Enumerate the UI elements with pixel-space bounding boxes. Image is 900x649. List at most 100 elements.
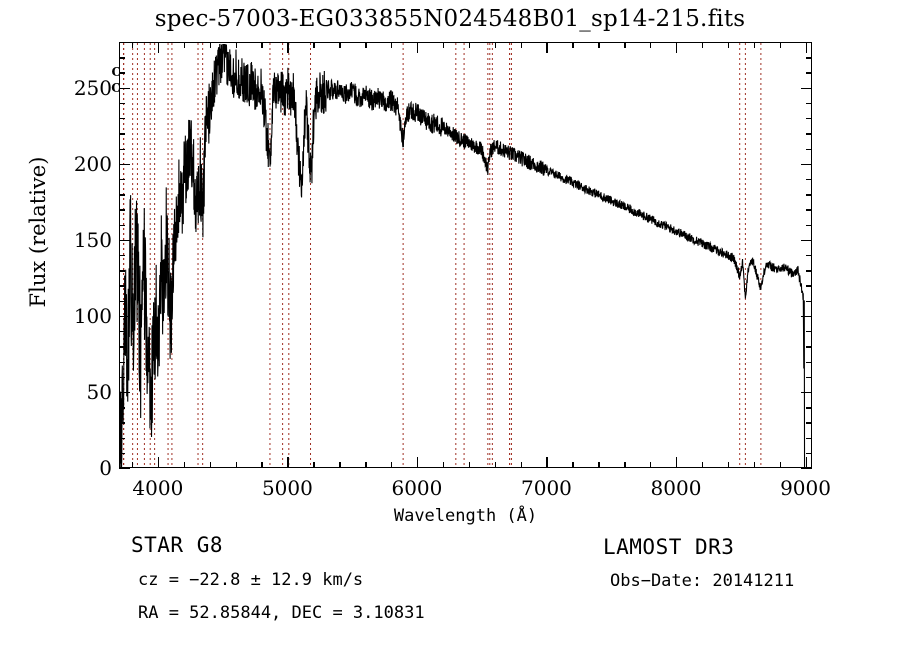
x-minor-tick	[209, 462, 212, 468]
y-minor-tick	[119, 422, 125, 424]
y-minor-tick-right	[806, 255, 812, 257]
y-major-tick	[119, 87, 130, 90]
y-axis-tick-labels: 0 50 100 150 200 250	[0, 0, 112, 649]
y-minor-tick-right	[806, 224, 812, 226]
y-minor-tick	[119, 255, 125, 257]
x-minor-tick	[727, 462, 730, 468]
y-minor-tick-right	[806, 331, 812, 333]
y-minor-tick	[119, 133, 125, 135]
y-tick-label: 50	[86, 379, 112, 404]
x-major-tick-top	[675, 42, 678, 53]
x-major-tick-top	[546, 42, 548, 53]
x-tick-label: 7000	[521, 476, 572, 500]
y-minor-tick-right	[806, 376, 812, 379]
y-major-tick	[119, 391, 130, 394]
x-major-tick-top	[805, 42, 807, 53]
y-tick-label: 200	[73, 151, 112, 176]
x-minor-tick	[391, 462, 393, 468]
radial-velocity-text: cz = −22.8 ± 12.9 km/s	[138, 570, 364, 590]
y-tick-label: 0	[99, 456, 112, 480]
y-minor-tick	[119, 194, 125, 196]
y-major-tick-right	[801, 87, 812, 90]
spectrum-trace	[120, 43, 811, 467]
x-tick-label: 4000	[132, 476, 184, 500]
x-minor-tick	[339, 462, 341, 468]
y-minor-tick	[119, 209, 125, 211]
x-tick-label: 8000	[650, 476, 702, 500]
y-major-tick-right	[801, 239, 812, 242]
x-minor-tick-top	[209, 42, 212, 48]
flux-curve	[120, 45, 805, 467]
x-minor-tick	[183, 462, 186, 468]
y-major-tick-right	[801, 163, 812, 166]
y-tick-label: 250	[73, 75, 112, 100]
x-minor-tick	[494, 462, 497, 468]
y-minor-tick-right	[806, 452, 812, 455]
y-minor-tick-right	[806, 194, 812, 196]
x-minor-tick	[365, 462, 367, 468]
x-minor-tick-top	[520, 42, 522, 48]
x-tick-label: 6000	[391, 476, 443, 500]
y-minor-tick-right	[806, 300, 812, 303]
x-minor-tick-top	[598, 42, 600, 48]
y-minor-tick-right	[806, 270, 812, 272]
y-minor-tick	[119, 178, 125, 181]
y-minor-tick-right	[806, 178, 812, 181]
x-minor-tick	[753, 462, 756, 468]
x-minor-tick	[701, 462, 704, 468]
y-minor-tick	[119, 224, 125, 226]
y-minor-tick-right	[806, 148, 812, 150]
x-tick-label: 9000	[780, 476, 831, 500]
x-major-tick	[805, 457, 807, 468]
x-minor-tick-top	[391, 42, 393, 48]
y-minor-tick	[119, 285, 125, 287]
y-minor-tick	[119, 407, 125, 409]
y-axis-title: Flux (relative)	[26, 156, 50, 308]
x-minor-tick-top	[494, 42, 497, 48]
y-minor-tick-right	[806, 102, 812, 105]
x-minor-tick	[624, 462, 626, 468]
y-minor-tick-right	[806, 346, 812, 348]
x-minor-tick-top	[779, 42, 781, 48]
y-minor-tick	[119, 42, 125, 44]
y-minor-tick-right	[806, 133, 812, 135]
x-minor-tick	[520, 462, 522, 468]
y-minor-tick-right	[806, 437, 812, 439]
x-major-tick-top	[416, 42, 419, 53]
y-major-tick	[119, 239, 130, 242]
y-minor-tick-right	[806, 42, 812, 44]
y-minor-tick-right	[806, 361, 812, 363]
y-major-tick-right	[801, 468, 812, 470]
x-minor-tick-top	[727, 42, 730, 48]
x-major-tick	[157, 457, 160, 468]
y-minor-tick	[119, 72, 125, 74]
y-minor-tick	[119, 437, 125, 439]
y-tick-label: 100	[73, 303, 112, 328]
x-minor-tick	[442, 462, 445, 468]
y-major-tick-right	[801, 391, 812, 394]
x-minor-tick-top	[131, 42, 134, 48]
y-minor-tick	[119, 270, 125, 272]
y-minor-tick	[119, 452, 125, 455]
y-major-tick	[119, 315, 130, 318]
x-minor-tick-top	[313, 42, 315, 48]
x-axis-title: Wavelength (Å)	[393, 506, 538, 526]
x-minor-tick	[468, 462, 471, 468]
x-minor-tick-top	[468, 42, 471, 48]
y-minor-tick	[119, 148, 125, 150]
x-major-tick	[546, 457, 548, 468]
page-title: spec-57003-EG033855N024548B01_sp14-215.f…	[154, 6, 746, 32]
x-minor-tick-top	[235, 42, 237, 48]
x-minor-tick	[261, 462, 263, 468]
x-minor-tick-top	[572, 42, 574, 48]
x-minor-tick-top	[650, 42, 652, 48]
y-major-tick-right	[801, 315, 812, 318]
spectral-line-markers	[120, 43, 811, 467]
x-minor-tick-top	[701, 42, 704, 48]
survey-name: LAMOST DR3	[603, 535, 735, 559]
coordinates-text: RA = 52.85844, DEC = 3.10831	[138, 603, 425, 623]
x-major-tick	[675, 457, 678, 468]
x-major-tick	[287, 457, 289, 468]
x-minor-tick-top	[442, 42, 445, 48]
